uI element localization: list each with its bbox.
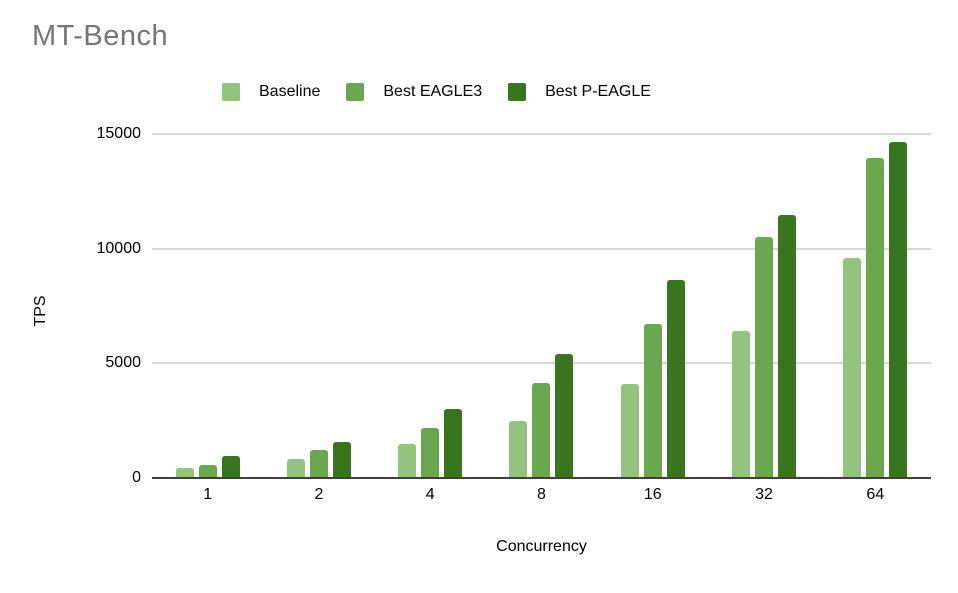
legend-label: Baseline	[259, 83, 321, 100]
x-axis-line	[152, 477, 931, 479]
bar-group-4	[375, 134, 486, 478]
legend: Baseline Best EAGLE3 Best P-EAGLE	[222, 83, 651, 101]
x-tick-label-2: 2	[314, 486, 324, 503]
bar-groups	[152, 134, 931, 478]
bar-best-eagle3-32	[755, 237, 774, 478]
gridline-10000	[152, 247, 931, 250]
bar-baseline-8	[509, 420, 528, 478]
x-tick-label-64: 64	[866, 486, 885, 503]
bar-best-eagle3-64	[866, 158, 885, 478]
legend-item-best-p-eagle: Best P-EAGLE	[508, 83, 651, 101]
bar-best-eagle3-16	[643, 324, 662, 478]
x-tick-label-8: 8	[537, 486, 546, 503]
bar-best-p-eagle-16	[666, 279, 685, 478]
bar-best-eagle3-1	[198, 464, 217, 478]
x-tick-labels: 1 2 4 8 16 32 64	[152, 486, 931, 504]
bar-group-1	[152, 134, 263, 478]
bar-group-2	[263, 134, 374, 478]
x-tick-label-4: 4	[425, 486, 435, 503]
bar-group-16	[597, 134, 708, 478]
bar-group-32	[708, 134, 819, 478]
bar-group-8	[486, 134, 597, 478]
x-axis-title: Concurrency	[496, 538, 587, 555]
x-tick-label-16: 16	[643, 486, 662, 503]
y-tick-label-10000: 10000	[96, 239, 142, 257]
bar-best-p-eagle-64	[889, 142, 908, 478]
legend-item-baseline: Baseline	[222, 83, 320, 101]
bar-baseline-64	[843, 257, 862, 478]
bar-best-p-eagle-8	[555, 354, 574, 478]
bar-best-p-eagle-1	[221, 455, 240, 478]
bar-group-64	[820, 134, 931, 478]
bar-best-eagle3-2	[309, 450, 328, 478]
bar-baseline-16	[620, 383, 639, 478]
legend-swatch-icon	[222, 83, 240, 101]
legend-item-best-eagle3: Best EAGLE3	[346, 83, 482, 101]
x-tick-label-32: 32	[755, 486, 773, 503]
legend-label: Best P-EAGLE	[545, 83, 651, 100]
y-axis-title: TPS	[32, 295, 49, 327]
gridline-15000	[152, 133, 931, 135]
bar-baseline-32	[732, 331, 751, 478]
y-tick-label-5000: 5000	[105, 354, 141, 372]
plot-area: 0 5000 10000 15000	[97, 125, 931, 486]
bar-baseline-2	[286, 459, 305, 478]
legend-swatch-icon	[346, 83, 365, 101]
bar-baseline-4	[398, 443, 417, 478]
bar-best-p-eagle-4	[444, 409, 463, 478]
y-tick-label-0: 0	[132, 469, 141, 486]
legend-label: Best EAGLE3	[383, 83, 483, 100]
bar-best-p-eagle-2	[332, 442, 351, 478]
x-tick-label-1: 1	[203, 486, 213, 503]
gridline-5000	[152, 362, 931, 365]
bar-best-eagle3-8	[532, 382, 551, 478]
bar-baseline-1	[175, 468, 194, 478]
legend-swatch-icon	[508, 83, 527, 101]
chart-title: MT-Bench	[32, 20, 169, 52]
bar-best-eagle3-4	[421, 427, 440, 478]
bar-best-p-eagle-32	[778, 215, 797, 478]
y-tick-label-15000: 15000	[96, 125, 142, 142]
